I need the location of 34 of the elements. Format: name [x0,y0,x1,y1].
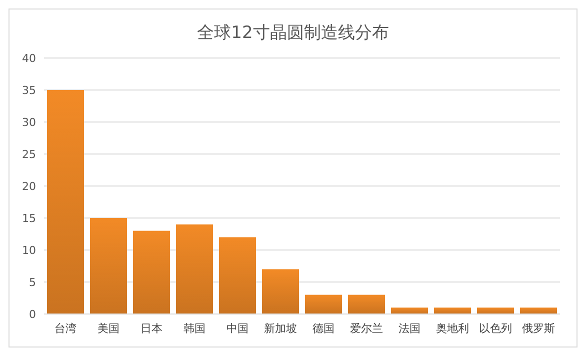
x-tick-label: 新加坡 [264,322,297,335]
x-tick-label: 美国 [98,322,120,335]
x-tick-label: 日本 [140,322,162,335]
y-tick-label: 20 [22,180,36,193]
bar [391,308,428,314]
x-tick-label: 中国 [226,322,248,335]
bar [176,224,213,314]
bar [348,294,385,314]
y-tick-label: 40 [22,52,36,65]
bar [434,308,471,314]
bar [477,308,514,314]
y-tick-label: 30 [22,116,36,129]
bar [90,218,127,314]
bar [219,237,256,314]
x-tick-label: 以色列 [479,322,512,335]
bar [133,230,170,314]
x-tick-label: 奥地利 [436,322,469,335]
x-tick-label: 俄罗斯 [522,322,555,335]
y-tick-label: 25 [22,148,36,161]
bar [47,90,84,314]
y-tick-label: 15 [22,212,36,225]
y-tick-label: 10 [22,244,36,257]
x-tick-label: 爱尔兰 [350,322,383,335]
x-tick-label: 法国 [398,322,420,335]
chart-title: 全球12寸晶圆制造线分布 [197,23,389,43]
x-tick-label: 德国 [312,322,334,335]
bar [262,269,299,314]
x-tick-label: 韩国 [184,322,206,335]
bar [305,294,342,314]
y-tick-label: 35 [22,84,36,97]
y-tick-label: 0 [29,308,36,321]
x-tick-label: 台湾 [54,322,76,335]
y-tick-label: 5 [29,276,36,289]
bar [520,308,557,314]
